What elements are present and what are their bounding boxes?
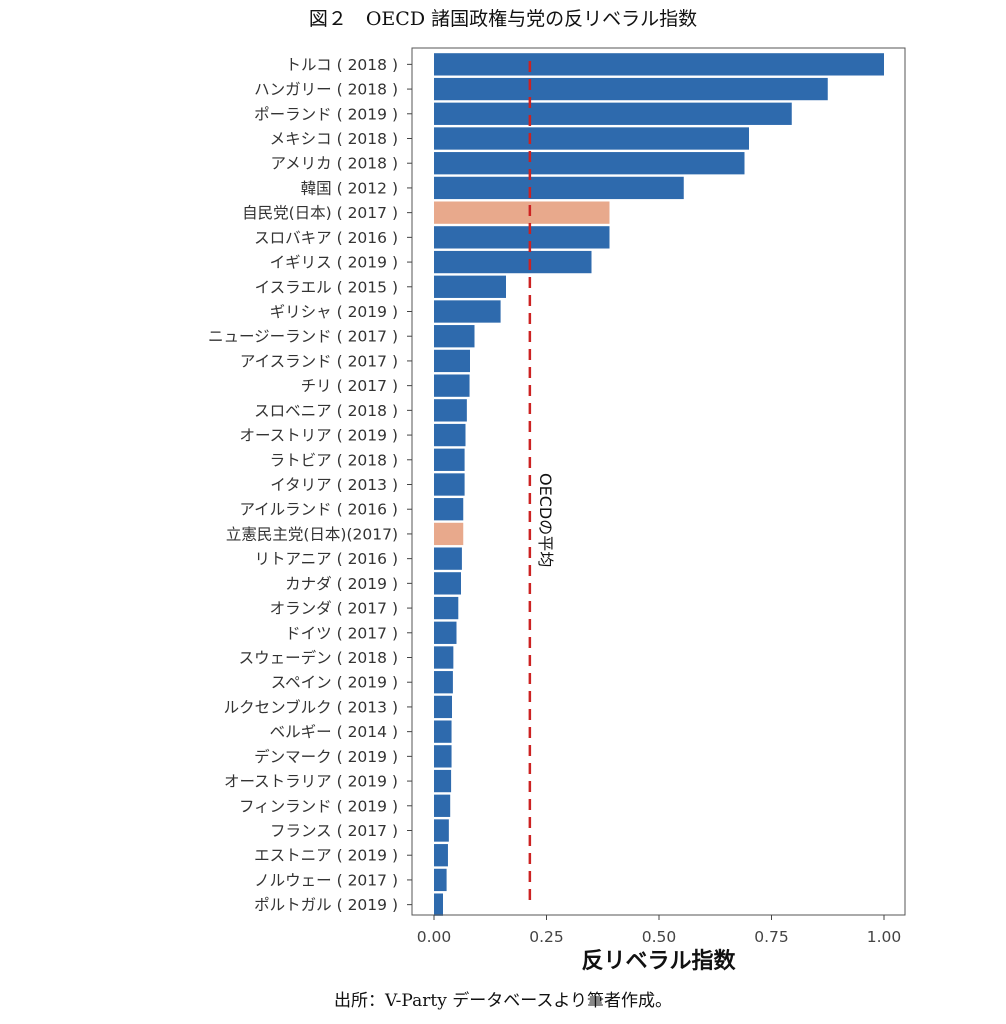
category-label: オーストラリア ( 2019 ) [224, 773, 398, 791]
bar [434, 671, 453, 694]
category-label: ハンガリー ( 2018 ) [254, 81, 398, 99]
bar [434, 819, 449, 842]
x-tick-label: 1.00 [867, 928, 902, 946]
category-label: ベルギー ( 2014 ) [270, 723, 398, 741]
category-label: スウェーデン ( 2018 ) [239, 648, 398, 667]
bar [434, 893, 443, 916]
category-label: スロバキア ( 2016 ) [254, 229, 398, 247]
x-tick-label: 0.50 [642, 928, 677, 946]
bar [434, 769, 452, 793]
category-label: アイルランド ( 2016 ) [239, 501, 398, 519]
category-label: イタリア ( 2013 ) [270, 476, 398, 494]
bar-highlighted [434, 201, 610, 224]
category-labels-layer: トルコ ( 2018 ) ハンガリー ( 2018 ) ポーランド ( 2019 )… [208, 56, 412, 914]
bar [434, 325, 475, 348]
bar [434, 473, 465, 496]
category-label: ニュージーランド ( 2017 ) [208, 328, 398, 346]
bar [434, 646, 454, 669]
category-label: チリ ( 2017 ) [301, 377, 398, 395]
category-label: ポーランド ( 2019 ) [254, 105, 398, 123]
category-label: ドイツ ( 2017 ) [285, 624, 398, 642]
bar [434, 621, 457, 644]
bar [434, 868, 447, 892]
category-label: アメリカ ( 2018 ) [270, 155, 398, 173]
category-label: 立憲民主党(日本)(2017) [226, 524, 398, 543]
bars-layer [434, 53, 884, 916]
bar [434, 374, 470, 397]
bar [434, 349, 470, 373]
category-label: メキシコ ( 2018 ) [270, 130, 398, 148]
bar [434, 77, 828, 101]
category-label: ギリシャ ( 2019 ) [270, 303, 398, 321]
bar [434, 596, 459, 620]
bar [434, 102, 792, 125]
bar [434, 423, 466, 447]
bar [434, 250, 592, 274]
x-axis-layer: 0.00 0.25 0.50 0.75 1.00 [417, 915, 902, 946]
category-label: ポルトガル ( 2019 ) [254, 896, 398, 914]
category-label: オランダ ( 2017 ) [270, 600, 398, 618]
category-label: スロベニア ( 2018 ) [254, 402, 398, 420]
bar [434, 226, 610, 249]
bar-highlighted [434, 522, 464, 546]
category-label: オーストリア ( 2019 ) [239, 427, 398, 445]
category-label: エストニア ( 2019 ) [254, 847, 398, 865]
reference-line-layer: OECDの平均 [528, 61, 555, 903]
bar [434, 745, 452, 768]
category-label: トルコ ( 2018 ) [285, 56, 398, 74]
bar [434, 399, 467, 422]
category-label: アイスランド ( 2017 ) [240, 352, 398, 370]
category-label: 韓国 ( 2012 ) [301, 179, 398, 197]
category-label: ルクセンブルク ( 2013 ) [224, 697, 398, 716]
bar [434, 695, 452, 719]
bar [434, 498, 464, 521]
x-tick-label: 0.75 [754, 928, 789, 946]
category-label: 自民党(日本) ( 2017 ) [242, 204, 398, 222]
bar [434, 300, 501, 323]
bar [434, 176, 684, 200]
bar [434, 127, 749, 150]
bar [434, 720, 452, 743]
category-label: フランス ( 2017 ) [270, 822, 398, 840]
category-label: イギリス ( 2019 ) [270, 254, 398, 272]
bar [434, 547, 462, 570]
bar [434, 844, 448, 867]
x-tick-label: 0.00 [417, 928, 452, 946]
x-tick-label: 0.25 [529, 928, 564, 946]
category-label: ラトビア ( 2018 ) [270, 451, 398, 469]
category-label: ノルウェー ( 2017 ) [254, 871, 398, 889]
bar [434, 572, 461, 595]
category-label: スペイン ( 2019 ) [271, 674, 398, 692]
x-axis-title: 反リベラル指数 [581, 948, 736, 974]
bar [434, 275, 506, 298]
bar [434, 152, 745, 175]
category-label: リトアニア ( 2016 ) [254, 550, 398, 568]
bar [434, 794, 451, 817]
chart-title: 図２ OECD 諸国政権与党の反リベラル指数 [308, 8, 698, 30]
category-label: イスラエル ( 2015 ) [255, 278, 398, 296]
category-label: フィンランド ( 2019 ) [239, 797, 398, 815]
source-note: 出所：V-Party データベースより筆者作成。 [333, 991, 673, 1011]
bar [434, 448, 465, 471]
oecd-average-label: OECDの平均 [536, 473, 555, 567]
category-label: カナダ ( 2019 ) [285, 575, 398, 593]
category-label: デンマーク ( 2019 ) [254, 747, 398, 766]
bar [434, 53, 884, 76]
